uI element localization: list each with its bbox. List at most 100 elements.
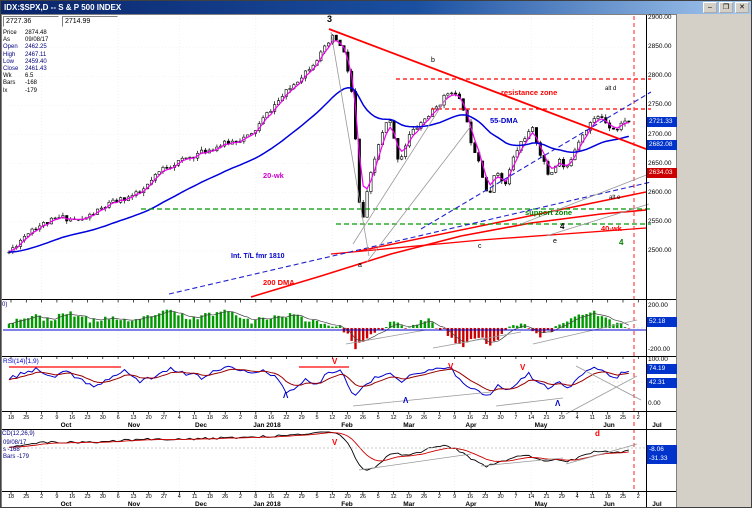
day-tick-label: 16 bbox=[467, 415, 473, 421]
day-tick-label: 26 bbox=[360, 494, 366, 500]
day-tick-label: 25 bbox=[620, 494, 626, 500]
trendlines bbox=[3, 16, 652, 491]
day-tick-label: 25 bbox=[23, 494, 29, 500]
day-tick-label: 25 bbox=[620, 415, 626, 421]
day-tick-label: 2 bbox=[438, 415, 441, 421]
day-tick-label: 16 bbox=[69, 494, 75, 500]
day-tick-label: 9 bbox=[55, 415, 58, 421]
day-tick-label: 13 bbox=[130, 415, 136, 421]
day-tick-label: 16 bbox=[268, 415, 274, 421]
candlesticks bbox=[7, 34, 631, 255]
day-tick-label: 6 bbox=[117, 494, 120, 500]
day-tick-label: 23 bbox=[84, 415, 90, 421]
month-tick-label: May bbox=[535, 501, 548, 508]
month-tick-label: Dec bbox=[195, 422, 207, 429]
day-tick-label: 4 bbox=[178, 494, 181, 500]
day-tick-label: 23 bbox=[84, 494, 90, 500]
day-tick-label: 30 bbox=[498, 494, 504, 500]
day-tick-label: 20 bbox=[345, 494, 351, 500]
day-tick-label: 30 bbox=[100, 494, 106, 500]
month-tick-label: Jun bbox=[603, 501, 615, 508]
day-tick-label: 18 bbox=[605, 494, 611, 500]
panel-frame bbox=[1, 14, 677, 507]
day-tick-label: 2 bbox=[40, 415, 43, 421]
day-tick-label: 29 bbox=[299, 494, 305, 500]
titlebar[interactable]: IDX:$SPX,D -- S & P 500 INDEX bbox=[1, 1, 751, 14]
day-tick-label: 20 bbox=[146, 494, 152, 500]
month-tick-label: Jan 2018 bbox=[253, 422, 281, 429]
day-tick-label: 16 bbox=[69, 415, 75, 421]
day-tick-label: 6 bbox=[117, 415, 120, 421]
day-tick-label: 21 bbox=[543, 494, 549, 500]
day-tick-label: 5 bbox=[377, 494, 380, 500]
day-tick-label: 12 bbox=[329, 494, 335, 500]
month-tick-label: Apr bbox=[465, 501, 477, 508]
day-tick-label: 26 bbox=[222, 494, 228, 500]
day-tick-label: 19 bbox=[406, 415, 412, 421]
day-tick-label: 13 bbox=[130, 494, 136, 500]
prev-price-field: 2714.99 bbox=[62, 16, 118, 27]
day-tick-label: 8 bbox=[254, 494, 257, 500]
day-tick-label: 2 bbox=[438, 494, 441, 500]
day-tick-label: 7 bbox=[514, 415, 517, 421]
day-tick-label: 18 bbox=[8, 415, 14, 421]
day-tick-label: 11 bbox=[590, 415, 596, 421]
month-tick-label: Jun bbox=[603, 422, 615, 429]
day-tick-label: 5 bbox=[315, 494, 318, 500]
month-tick-label: Dec bbox=[195, 501, 207, 508]
month-tick-label: May bbox=[535, 422, 548, 429]
day-tick-label: 26 bbox=[421, 494, 427, 500]
day-tick-label: 14 bbox=[528, 415, 534, 421]
day-tick-label: 30 bbox=[100, 415, 106, 421]
chart-canvas[interactable]: 18 18 25 25 2 2 9 9 16 16 23 23 30 30 6 6 13 13 20 20 27 27 4 4… bbox=[1, 14, 677, 508]
day-tick-label: 4 bbox=[576, 415, 579, 421]
month-tick-label: Oct bbox=[61, 422, 73, 429]
day-tick-label: 7 bbox=[514, 494, 517, 500]
close-button[interactable]: ✕ bbox=[735, 2, 749, 13]
day-tick-label: 19 bbox=[406, 494, 412, 500]
day-tick-label: 11 bbox=[192, 494, 198, 500]
day-tick-label: 29 bbox=[299, 415, 305, 421]
minimize-button[interactable]: – bbox=[703, 2, 717, 13]
window-controls: – ❐ ✕ bbox=[703, 2, 749, 13]
day-tick-label: 18 bbox=[207, 415, 213, 421]
day-tick-label: 2 bbox=[40, 494, 43, 500]
day-tick-label: 29 bbox=[559, 415, 565, 421]
month-tick-label: Apr bbox=[465, 422, 477, 429]
day-tick-label: 27 bbox=[161, 415, 167, 421]
day-tick-label: 29 bbox=[559, 494, 565, 500]
axis-labels: 1818252522991616232330306613132020272744… bbox=[8, 415, 662, 508]
day-tick-label: 12 bbox=[390, 415, 396, 421]
day-tick-label: 20 bbox=[146, 415, 152, 421]
day-tick-label: 25 bbox=[23, 415, 29, 421]
day-tick-label: 2 bbox=[637, 494, 640, 500]
last-price-field: 2727.36 bbox=[3, 16, 59, 27]
day-tick-label: 23 bbox=[482, 494, 488, 500]
day-tick-label: 23 bbox=[482, 415, 488, 421]
day-tick-label: 26 bbox=[360, 415, 366, 421]
day-tick-label: 9 bbox=[55, 494, 58, 500]
month-tick-label: Oct bbox=[61, 501, 73, 508]
month-tick-label: Mar bbox=[403, 422, 415, 429]
window-title: IDX:$SPX,D -- S & P 500 INDEX bbox=[4, 3, 122, 12]
day-tick-label: 18 bbox=[207, 494, 213, 500]
day-tick-label: 2 bbox=[637, 415, 640, 421]
month-tick-label: Jul bbox=[652, 501, 662, 508]
day-tick-label: 2 bbox=[239, 415, 242, 421]
day-tick-label: 16 bbox=[268, 494, 274, 500]
day-tick-label: 4 bbox=[576, 494, 579, 500]
restore-button[interactable]: ❐ bbox=[719, 2, 733, 13]
month-tick-label: Jan 2018 bbox=[253, 501, 281, 508]
day-tick-label: 12 bbox=[390, 494, 396, 500]
month-tick-label: Jul bbox=[652, 422, 662, 429]
indicator-series bbox=[7, 309, 631, 471]
day-tick-label: 2 bbox=[239, 494, 242, 500]
day-tick-label: 27 bbox=[161, 494, 167, 500]
day-tick-label: 11 bbox=[192, 415, 198, 421]
price-chart: 1818252522991616232330306613132020272744… bbox=[1, 14, 677, 508]
month-tick-label: Nov bbox=[128, 501, 141, 508]
day-tick-label: 20 bbox=[345, 415, 351, 421]
month-tick-label: Feb bbox=[341, 501, 353, 508]
day-tick-label: 12 bbox=[329, 415, 335, 421]
moving-averages bbox=[8, 40, 630, 253]
